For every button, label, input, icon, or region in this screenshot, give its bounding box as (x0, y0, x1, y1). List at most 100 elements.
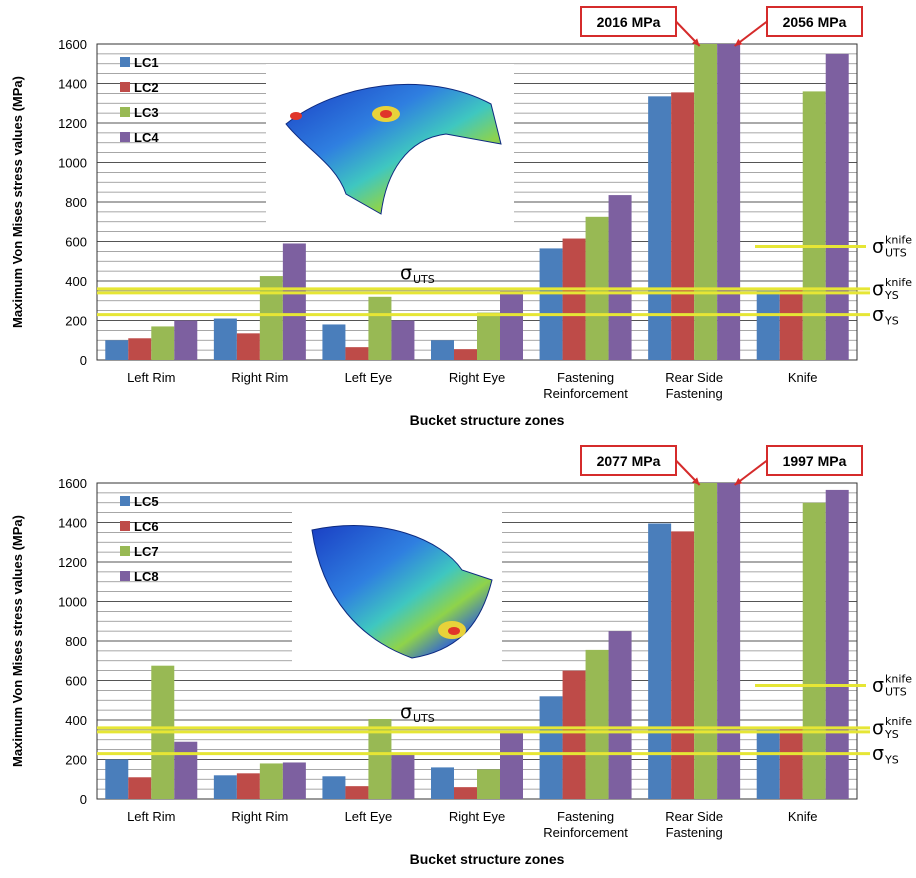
y-tick-label: 600 (65, 674, 87, 689)
ref-label-sup: knife (885, 715, 912, 728)
x-tick-label: Rear Side (665, 809, 723, 824)
bar-lc1-knife (756, 290, 780, 360)
bar-lc4-right-rim (282, 243, 306, 360)
x-tick-label: Knife (788, 809, 818, 824)
callout-label: 2056 MPa (783, 14, 847, 30)
bar-lc8-fastening-reinforcement (608, 631, 632, 799)
bar-lc1-left-eye (322, 324, 346, 360)
bar-lc4-left-eye (391, 320, 415, 360)
y-tick-label: 600 (65, 235, 87, 250)
x-tick-label: Right Rim (231, 809, 288, 824)
bar-lc7-right-eye (477, 769, 500, 799)
y-tick-label: 1000 (58, 156, 87, 171)
y-tick-label: 1200 (58, 116, 87, 131)
bar-lc6-left-rim (128, 777, 152, 799)
x-tick-label: Reinforcement (543, 386, 628, 401)
legend: LC5 LC6 LC7 LC8 (120, 494, 159, 584)
legend-swatch (120, 132, 130, 142)
bar-lc1-rear-side-fastening (648, 96, 672, 361)
ref-label-sup: knife (885, 672, 912, 685)
x-tick-label: Left Rim (127, 370, 175, 385)
ref-label-σ_UTS^knife: σ (872, 674, 884, 696)
stress-chart-top: 0 200 400 600 800 1000 1200 1400 1600 Maximum Von… (10, 6, 912, 428)
y-tick-label: 200 (65, 314, 87, 329)
callout-arrowhead (734, 38, 743, 46)
y-tick-label: 1600 (58, 37, 87, 52)
bar-lc8-left-eye (391, 754, 415, 799)
legend-label: LC7 (134, 544, 159, 559)
ref-label-σ_UTS: σ (400, 262, 412, 284)
x-tick-label: Rear Side (665, 370, 723, 385)
callouts: 2016 MPa 2056 MPa (580, 6, 863, 47)
bar-lc8-rear-side-fastening (717, 483, 741, 799)
bar-lc3-rear-side-fastening (694, 44, 718, 360)
callout-box (766, 445, 863, 476)
bar-lc8-knife (825, 489, 849, 799)
x-tick-label: Right Rim (231, 370, 288, 385)
x-tick-label: Reinforcement (543, 825, 628, 840)
bar-lc2-rear-side-fastening (671, 92, 695, 360)
bar-lc8-right-rim (282, 762, 306, 799)
hotspot-core (448, 627, 460, 635)
bar-lc1-right-rim (213, 318, 237, 360)
legend: LC1 LC2 LC3 LC4 (120, 55, 159, 145)
callout-label: 2077 MPa (597, 453, 661, 469)
bar-lc3-right-rim (259, 276, 283, 360)
bar-lc8-right-eye (500, 732, 523, 799)
bar-lc2-knife (779, 289, 803, 360)
callout-arrowhead (734, 477, 743, 485)
bar-lc5-knife (756, 729, 780, 799)
legend-swatch (120, 107, 130, 117)
ref-label-sub: YS (884, 315, 899, 328)
bar-lc1-left-rim (105, 340, 129, 360)
ref-label-σ_UTS: σ (400, 701, 412, 723)
ref-label-σ_YS: σ (872, 304, 884, 326)
bar-lc4-fastening-reinforcement (608, 195, 632, 360)
chart-svg: 0 200 400 600 800 1000 1200 1400 1600 Maximum Von… (10, 6, 912, 428)
bucket-stress-contour-icon (266, 64, 514, 224)
bar-lc2-left-rim (128, 338, 152, 360)
y-tick-label: 1200 (58, 555, 87, 570)
callout-label: 2016 MPa (597, 14, 661, 30)
bar-lc6-left-eye (345, 786, 369, 799)
bar-lc3-right-eye (477, 312, 500, 360)
x-tick-label: Left Eye (345, 370, 393, 385)
ref-label-sup: knife (885, 276, 912, 289)
y-tick-label: 800 (65, 634, 87, 649)
bar-lc7-fastening-reinforcement (585, 649, 609, 799)
bar-lc3-knife (802, 91, 826, 361)
bar-lc5-fastening-reinforcement (539, 696, 563, 799)
ref-label-sup: knife (885, 233, 912, 246)
bucket-stress-contour-icon (292, 510, 502, 662)
ref-label-sub: YS (884, 754, 899, 767)
hotspot-core (380, 110, 392, 118)
bar-lc7-left-eye (368, 719, 392, 799)
bar-lc4-left-rim (174, 320, 198, 360)
y-tick-label: 0 (80, 353, 87, 368)
ref-label-sub: YS (884, 289, 899, 302)
bar-lc6-fastening-reinforcement (562, 670, 586, 799)
y-tick-label: 0 (80, 792, 87, 807)
legend-label: LC8 (134, 569, 159, 584)
bar-lc4-right-eye (500, 290, 523, 360)
bar-lc3-left-eye (368, 296, 392, 360)
y-tick-label: 1400 (58, 77, 87, 92)
x-tick-label: Fastening (666, 386, 723, 401)
x-tick-label: Left Eye (345, 809, 393, 824)
ref-label-sub: UTS (885, 685, 907, 698)
bar-lc7-rear-side-fastening (694, 483, 718, 799)
y-tick-label: 400 (65, 713, 87, 728)
callout-box (766, 6, 863, 37)
x-axis-label: Bucket structure zones (410, 412, 565, 428)
bar-lc2-right-eye (454, 349, 477, 360)
bar-lc5-rear-side-fastening (648, 523, 672, 799)
callout-box (580, 6, 677, 37)
bar-lc7-right-rim (259, 763, 283, 799)
bar-lc2-fastening-reinforcement (562, 238, 586, 360)
bar-lc5-left-eye (322, 776, 346, 799)
y-tick-label: 1000 (58, 595, 87, 610)
bar-lc7-knife (802, 502, 826, 799)
y-tick-label: 800 (65, 195, 87, 210)
legend-label: LC1 (134, 55, 159, 70)
